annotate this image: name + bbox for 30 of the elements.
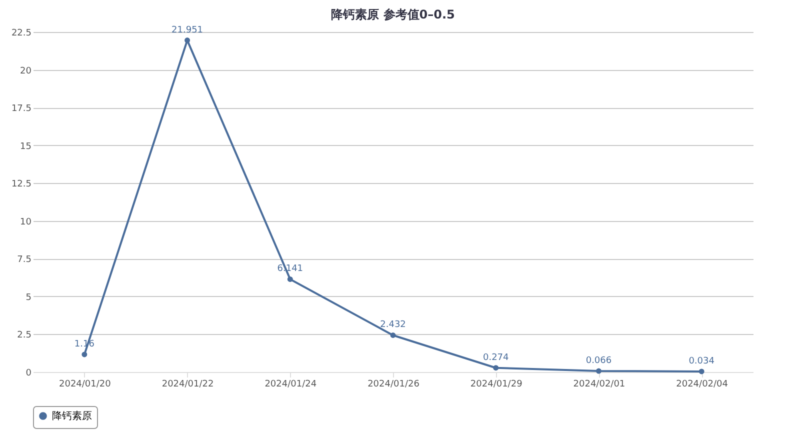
y-tick-label: 17.5 <box>11 104 32 114</box>
legend-label: 降钙素原 <box>52 410 92 422</box>
point <box>390 332 396 338</box>
x-tick-label: 2024/02/04 <box>676 380 728 390</box>
y-tick-label: 10 <box>20 217 32 228</box>
data-label: 0.274 <box>482 352 510 363</box>
y-tick-label: 20 <box>20 66 32 76</box>
x-tick-label: 2024/01/20 <box>58 380 112 390</box>
point <box>493 365 499 371</box>
y-tick-label: 0 <box>26 368 32 378</box>
y-tick-label: 2.5 <box>17 330 32 341</box>
data-label: 2.432 <box>380 320 406 330</box>
point <box>698 368 704 374</box>
x-tick-label: 2024/01/29 <box>470 380 523 390</box>
point <box>287 276 293 282</box>
x-tick-label: 2024/02/01 <box>573 380 626 390</box>
point <box>596 368 602 374</box>
y-tick-label: 22.5 <box>11 28 32 38</box>
y-tick-label: 5 <box>26 292 32 303</box>
x-tick-label: 2024/01/24 <box>264 380 317 390</box>
y-tick-label: 15 <box>20 142 32 152</box>
y-tick-label: 12.5 <box>11 180 32 190</box>
x-tick-label: 2024/01/22 <box>162 380 214 390</box>
chart-title: 降钙素原 参考值0–0.5 <box>331 7 455 22</box>
x-tick-label: 2024/01/26 <box>368 380 420 390</box>
data-label: 0.066 <box>586 356 612 366</box>
point <box>82 352 88 358</box>
data-label: 0.034 <box>688 356 715 366</box>
data-label: 21.951 <box>172 25 204 36</box>
y-tick-label: 7.5 <box>17 255 32 266</box>
